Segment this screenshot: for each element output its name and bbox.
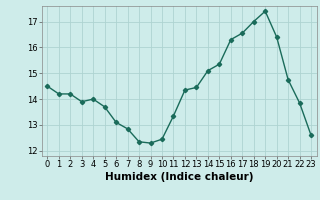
X-axis label: Humidex (Indice chaleur): Humidex (Indice chaleur) (105, 172, 253, 182)
